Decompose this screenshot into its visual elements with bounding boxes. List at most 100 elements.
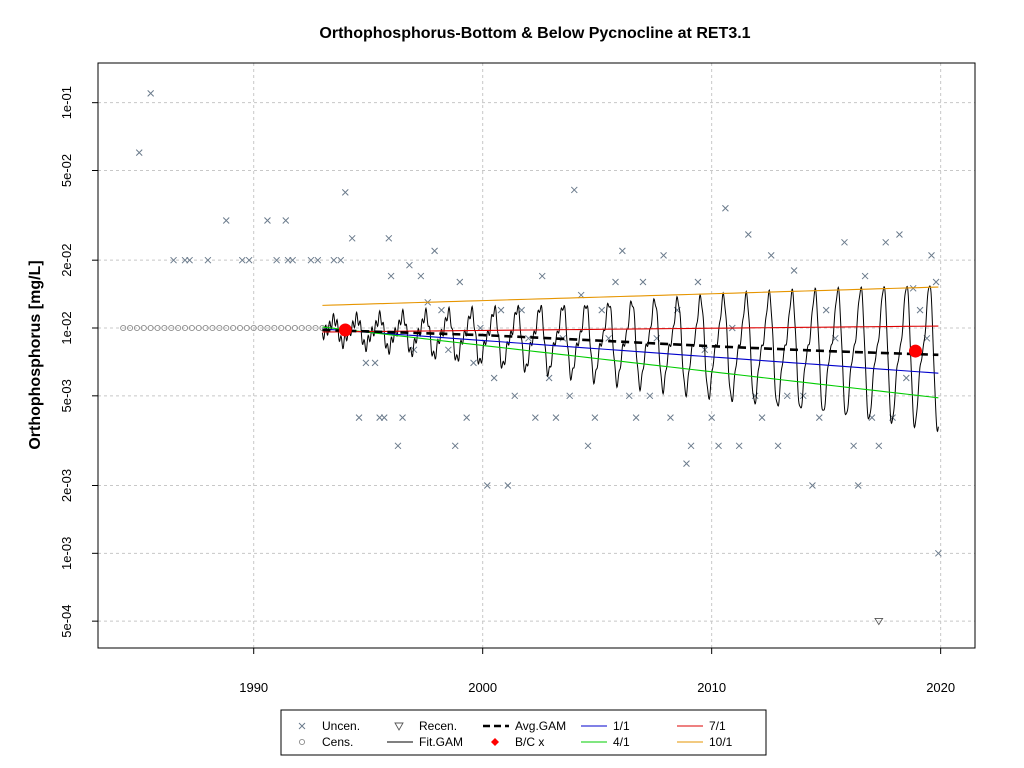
legend-label: B/C x	[515, 735, 544, 749]
uncensored-point	[790, 267, 798, 274]
uncensored-point	[625, 392, 633, 400]
censored-point	[195, 324, 202, 332]
uncensored-point	[355, 414, 363, 422]
y-tick-label: 1e-01	[59, 86, 74, 119]
uncensored-point	[314, 256, 322, 264]
censored-point	[168, 324, 175, 332]
censored-point	[209, 324, 216, 332]
censored-point	[216, 324, 223, 332]
censored-point	[285, 324, 292, 332]
legend-label: Avg.GAM	[515, 719, 566, 733]
uncensored-point	[683, 460, 690, 468]
uncensored-point	[916, 306, 924, 314]
uncensored-point	[307, 256, 315, 264]
grid-lines	[98, 63, 975, 648]
uncensored-point	[470, 359, 477, 367]
legend-label: 1/1	[613, 719, 630, 733]
censored-point	[250, 324, 257, 332]
uncensored-point	[687, 442, 695, 450]
uncensored-point	[282, 217, 290, 224]
uncensored-point	[264, 217, 271, 224]
censored-point	[291, 324, 298, 332]
y-tick-label: 1e-03	[59, 537, 74, 570]
censored-point	[127, 324, 134, 332]
legend: Uncen. Recen. Avg.GAM 1/1 7/1 Cens. Fit.GAM B/C…	[280, 709, 767, 756]
recensored-point	[874, 618, 884, 626]
trend-line-7-1	[322, 325, 939, 333]
uncensored-point	[715, 442, 722, 450]
legend-label: 4/1	[613, 735, 630, 749]
uncensored-point	[273, 256, 280, 264]
uncensored-point	[538, 272, 546, 280]
censored-point	[230, 324, 237, 332]
censored-point	[161, 324, 168, 332]
uncensored-point	[222, 217, 230, 224]
uncensored-point	[410, 346, 418, 354]
uncensored-point	[815, 414, 823, 422]
uncensored-point	[504, 482, 512, 489]
uncensored-point	[289, 256, 296, 264]
y-tick-label: 5e-04	[59, 605, 74, 638]
trend-line-10-1	[322, 286, 939, 306]
uncensored-point	[394, 442, 402, 450]
censored-point	[175, 324, 182, 332]
uncensored-point	[854, 482, 862, 489]
censored-point	[257, 324, 264, 332]
uncensored-point	[417, 272, 425, 280]
legend-symbol-bc	[491, 738, 499, 746]
uncensored-point	[632, 414, 640, 422]
fit-gam-line	[321, 285, 939, 433]
y-tick-label: 5e-03	[59, 379, 74, 412]
legend-label: 10/1	[709, 735, 733, 749]
uncensored-point	[245, 256, 253, 264]
uncensored-point	[783, 392, 791, 400]
censored-point	[120, 324, 127, 332]
y-axis: 5e-04 1e-03 2e-03 5e-03 1e-02 2e-02 5e-02 1e-01	[59, 86, 98, 638]
x-tick-label: 2010	[697, 680, 726, 695]
uncensored-point	[371, 359, 379, 367]
plot-frame	[97, 62, 976, 649]
uncensored-point	[380, 414, 388, 422]
censored-point	[298, 324, 305, 332]
uncensored-point	[545, 374, 553, 382]
uncensored-point	[186, 256, 193, 264]
bc-point	[338, 323, 352, 337]
uncensored-point	[598, 306, 606, 314]
uncensored-point	[809, 482, 816, 489]
uncensored-point	[646, 392, 654, 400]
uncensored-point	[735, 442, 743, 450]
uncensored-point	[566, 392, 574, 400]
censored-point	[140, 324, 147, 332]
censored-point	[154, 324, 161, 332]
uncensored-point	[451, 442, 459, 450]
uncensored-point	[861, 272, 869, 280]
uncensored-point	[406, 261, 413, 269]
censored-point	[181, 324, 189, 332]
x-tick-label: 2020	[926, 680, 955, 695]
censored-point	[147, 324, 154, 332]
uncensored-point	[170, 256, 177, 264]
uncensored-point	[438, 306, 445, 314]
uncensored-point	[135, 149, 143, 157]
legend-label: Fit.GAM	[419, 735, 463, 749]
x-axis: 1990 2000 2010 2020	[239, 648, 955, 695]
censored-point	[223, 324, 230, 332]
censored-point	[264, 324, 271, 332]
uncensored-point	[387, 272, 395, 280]
x-tick-label: 2000	[468, 680, 497, 695]
censored-point	[243, 324, 250, 332]
trend-line-4-1	[322, 326, 939, 399]
legend-label: 7/1	[709, 719, 726, 733]
uncensored-point	[238, 256, 246, 264]
uncensored-point	[584, 442, 592, 450]
censored-point	[312, 324, 319, 332]
y-tick-label: 2e-03	[59, 469, 74, 502]
uncensored-point	[767, 252, 775, 259]
uncensored-point	[330, 256, 338, 264]
uncensored-point	[758, 414, 766, 422]
uncensored-point	[612, 278, 619, 286]
legend-box	[280, 709, 767, 756]
uncensored-point	[708, 414, 716, 422]
uncensored-point	[348, 234, 356, 242]
